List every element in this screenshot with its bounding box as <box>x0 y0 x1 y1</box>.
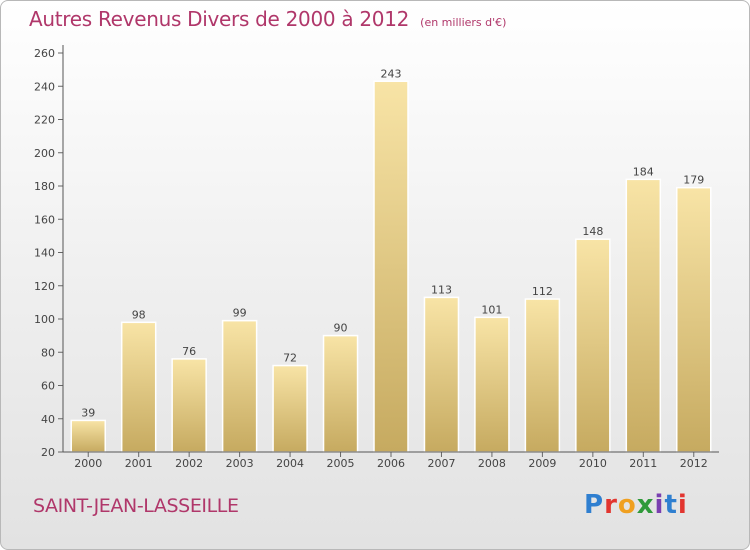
x-tick-label: 2012 <box>680 457 708 470</box>
x-tick-label: 2011 <box>629 457 657 470</box>
bar-2003 <box>221 319 258 453</box>
y-tick-label: 100 <box>34 313 55 326</box>
x-tick-label: 2009 <box>528 457 556 470</box>
y-tick-label: 260 <box>34 47 55 60</box>
bar-2008 <box>474 316 510 453</box>
x-tick-label: 2004 <box>276 457 304 470</box>
bar-2011 <box>625 178 662 453</box>
data-label: 113 <box>431 283 452 296</box>
y-tick-label: 240 <box>34 80 55 93</box>
data-label: 184 <box>633 165 654 178</box>
data-label: 98 <box>132 308 146 321</box>
chart-subtitle: (en milliers d'€) <box>420 16 507 29</box>
y-tick-label: 140 <box>34 247 55 260</box>
data-label: 112 <box>532 285 553 298</box>
proxiti-logo[interactable]: Proxiti <box>584 490 688 520</box>
data-label: 90 <box>334 322 348 335</box>
x-tick-label: 2001 <box>125 457 153 470</box>
x-tick-label: 2006 <box>377 457 405 470</box>
bar-2000 <box>70 419 106 453</box>
x-tick-label: 2005 <box>327 457 355 470</box>
x-tick-label: 2008 <box>478 457 506 470</box>
bar-2002 <box>171 358 207 453</box>
x-tick-label: 2003 <box>226 457 254 470</box>
y-tick-label: 120 <box>34 280 55 293</box>
y-tick-label: 200 <box>34 147 55 160</box>
y-tick-label: 60 <box>41 380 55 393</box>
bar-2001 <box>120 321 157 453</box>
y-tick-label: 40 <box>41 413 55 426</box>
data-label: 39 <box>81 406 95 419</box>
x-tick-label: 2007 <box>427 457 455 470</box>
data-label: 179 <box>683 174 704 187</box>
data-label: 243 <box>381 67 402 80</box>
data-label: 99 <box>233 307 247 320</box>
bar-2012 <box>676 186 712 453</box>
y-tick-label: 160 <box>34 213 55 226</box>
x-tick-label: 2010 <box>579 457 607 470</box>
bar-2004 <box>272 364 308 453</box>
bar-2006 <box>373 80 409 453</box>
y-tick-label: 180 <box>34 180 55 193</box>
data-label: 148 <box>582 225 603 238</box>
y-tick-label: 20 <box>41 446 55 459</box>
y-tick-label: 80 <box>41 346 55 359</box>
bar-2009 <box>524 298 561 453</box>
data-label: 72 <box>283 352 297 365</box>
x-tick-label: 2002 <box>175 457 203 470</box>
data-label: 76 <box>182 345 196 358</box>
y-tick-label: 220 <box>34 114 55 127</box>
data-label: 101 <box>481 303 502 316</box>
bar-2007 <box>423 296 460 453</box>
chart-title: Autres Revenus Divers de 2000 à 2012 <box>29 7 410 31</box>
bar-2005 <box>322 334 359 453</box>
x-tick-label: 2000 <box>74 457 102 470</box>
bar-2010 <box>575 238 611 453</box>
commune-name: SAINT-JEAN-LASSEILLE <box>33 495 239 517</box>
chart-title-block: Autres Revenus Divers de 2000 à 2012 (en… <box>29 7 506 31</box>
